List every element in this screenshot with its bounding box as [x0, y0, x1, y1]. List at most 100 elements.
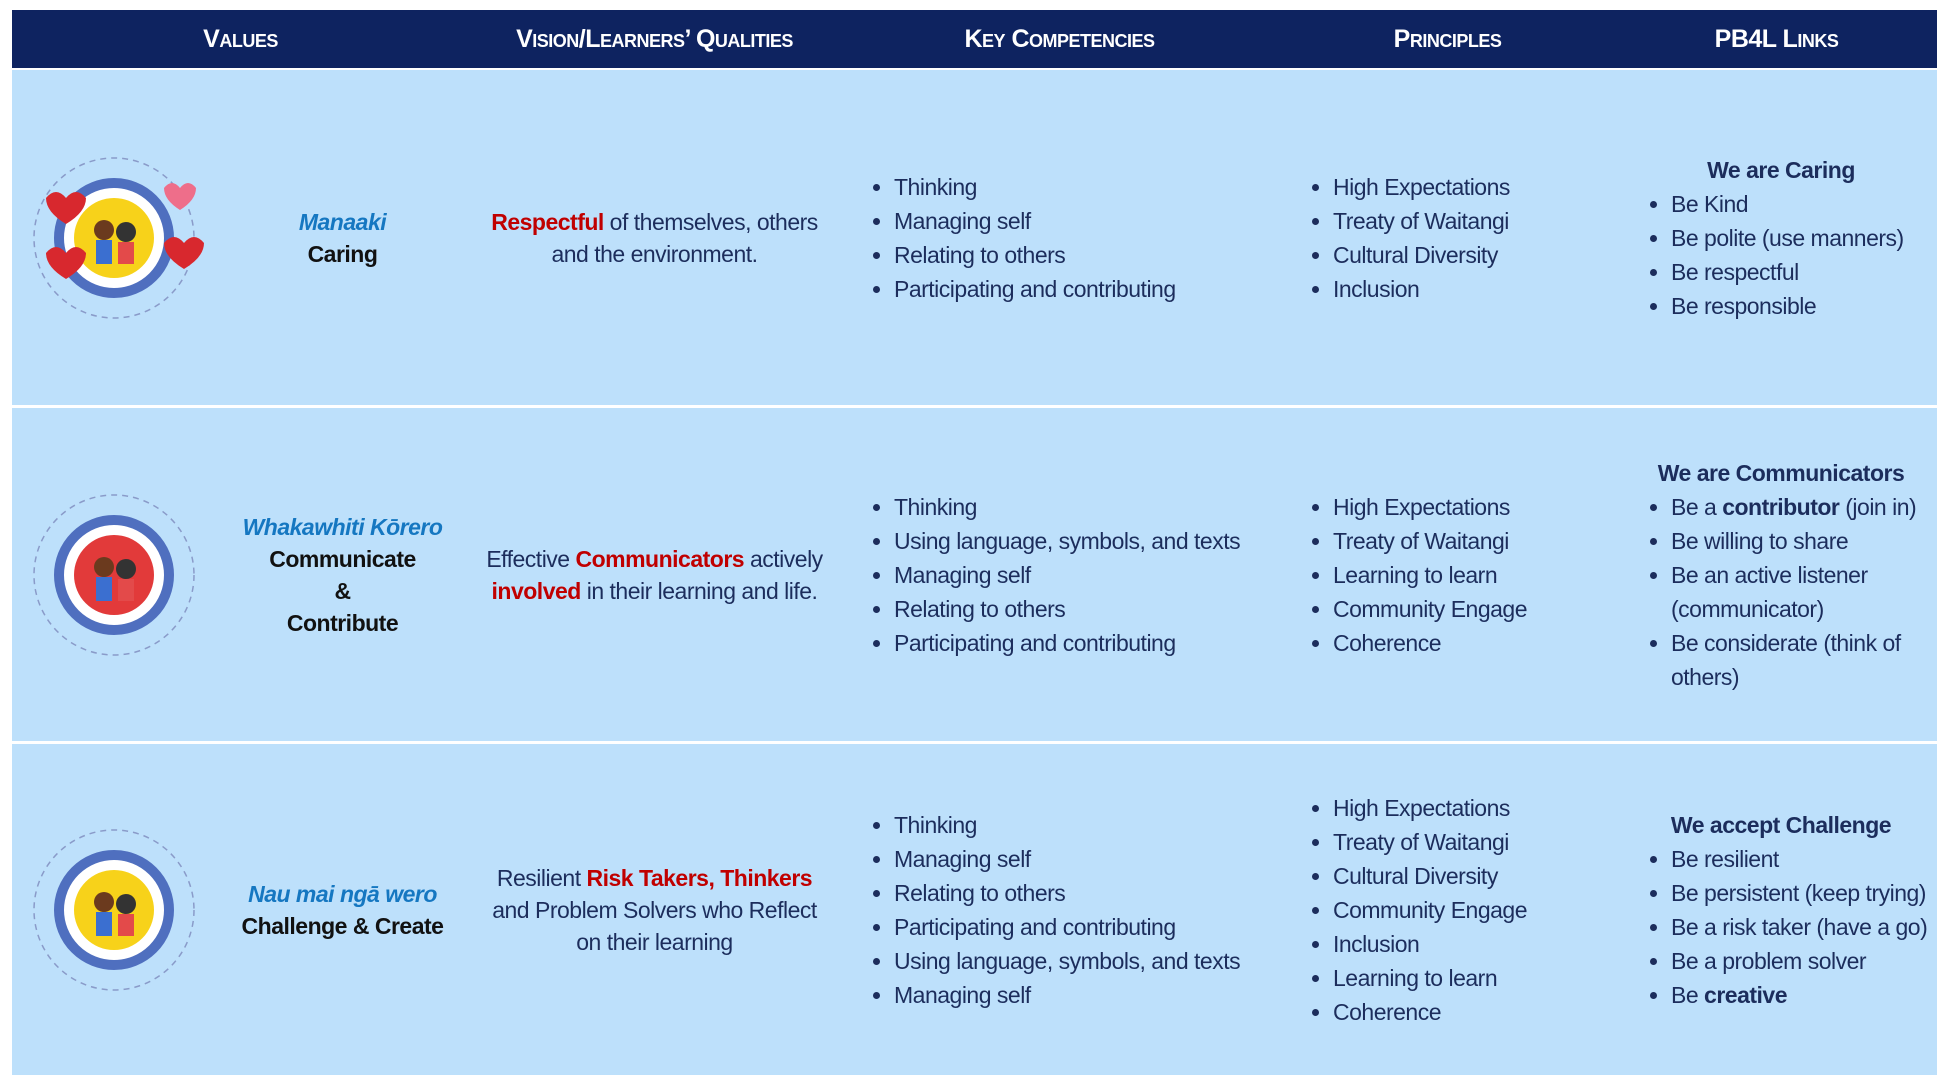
pb4l-cell: We are Caring Be Kind Be polite (use manne… — [1616, 70, 1937, 405]
value-english: Challenge & Create — [241, 912, 444, 939]
pb4l-heading: We are Communicators — [1657, 459, 1905, 486]
text-segment: Be willing to share — [1671, 527, 1849, 554]
icon-cell — [12, 408, 216, 741]
table-row: Nau mai ngā wero Challenge & Create Resili… — [12, 744, 1937, 1075]
icon-cell — [12, 70, 216, 405]
values-text: Nau mai ngā wero Challenge & Create — [242, 878, 444, 942]
text-segment: Risk Takers, Thinkers — [586, 864, 813, 891]
pb4l-item: Be responsible — [1671, 289, 1937, 323]
principle: Treaty of Waitangi — [1333, 204, 1510, 238]
vision-cell: Respectful of themselves, others and the… — [469, 70, 840, 405]
text-segment: Be persistent (keep trying) — [1671, 879, 1926, 906]
text-segment: Be a — [1671, 493, 1723, 520]
header-cell: Principles — [1393, 24, 1502, 53]
principle-list: High ExpectationsTreaty of WaitangiCultu… — [1279, 170, 1510, 306]
competency: Thinking — [894, 490, 1240, 524]
competency: Managing self — [894, 204, 1176, 238]
pb4l-block: We are Caring Be Kind Be polite (use manne… — [1616, 153, 1937, 323]
competency: Using language, symbols, and texts — [894, 944, 1241, 978]
pb4l-item: Be an active listener (communicator) — [1671, 558, 1937, 626]
competencies-cell: ThinkingManaging selfRelating to othersP… — [840, 70, 1279, 405]
principle: Community Engage — [1333, 893, 1528, 927]
text-segment: Be a risk taker (have a go) — [1671, 913, 1928, 940]
principle: High Expectations — [1333, 170, 1510, 204]
competency: Thinking — [894, 170, 1176, 204]
text-segment: Be resilient — [1671, 845, 1779, 872]
pb4l-cell: We are Communicators Be a contributor (jo… — [1616, 408, 1937, 741]
principle: Inclusion — [1333, 927, 1527, 961]
competency: Using language, symbols, and texts — [894, 524, 1241, 558]
vision-text: Effective Communicators actively involve… — [480, 543, 830, 607]
text-segment: Effective — [486, 545, 576, 572]
principle-list: High ExpectationsTreaty of WaitangiCultu… — [1279, 791, 1528, 1029]
value-english: & — [334, 577, 351, 604]
table-row: Whakawhiti Kōrero Communicate & Contribute E… — [12, 408, 1937, 741]
competency: Relating to others — [894, 876, 1240, 910]
competency: Thinking — [894, 808, 1240, 842]
value-english: Contribute — [286, 609, 399, 636]
text-segment: Be an active listener (communicator) — [1671, 561, 1868, 622]
text-segment: Respectful — [491, 208, 604, 235]
value-english: Communicate — [269, 545, 416, 572]
competency: Participating and contributing — [894, 910, 1240, 944]
text-segment: Be respectful — [1671, 258, 1799, 285]
value-icon — [33, 493, 195, 656]
principle: High Expectations — [1333, 791, 1527, 825]
table-header: Values Vision/Learners’ Qualities Key Comp… — [12, 10, 1937, 68]
text-segment: and Problem Solvers who Reflect on their… — [492, 896, 817, 955]
text-segment: Be a problem solver — [1671, 947, 1867, 974]
principle-list: High ExpectationsTreaty of WaitangiLearn… — [1279, 490, 1528, 660]
vision-cell: Effective Communicators actively involve… — [469, 408, 840, 741]
text-segment: (join in) — [1839, 493, 1917, 520]
header-cell: Key Competencies — [964, 24, 1155, 53]
values-cell: Whakawhiti Kōrero Communicate & Contribute — [216, 408, 469, 741]
principle: Learning to learn — [1333, 558, 1527, 592]
competency: Managing self — [894, 558, 1240, 592]
pb4l-block: We are Communicators Be a contributor (jo… — [1616, 456, 1937, 694]
pb4l-item: Be creative — [1671, 978, 1937, 1012]
competency: Relating to others — [894, 238, 1176, 272]
competency-list: ThinkingManaging selfRelating to othersP… — [840, 808, 1241, 1012]
vision-text: Respectful of themselves, others and the… — [480, 206, 830, 270]
values-text: Manaaki Caring — [299, 206, 387, 270]
principle: Coherence — [1333, 995, 1527, 1029]
pb4l-item: Be persistent (keep trying) — [1671, 876, 1937, 910]
principles-cell: High ExpectationsTreaty of WaitangiCultu… — [1279, 70, 1616, 405]
pb4l-item: Be considerate (think of others) — [1671, 626, 1937, 694]
competency: Managing self — [894, 842, 1240, 876]
principle: Inclusion — [1333, 272, 1510, 306]
value-icon — [33, 156, 204, 319]
text-segment: Communicators — [575, 545, 745, 572]
pb4l-item: Be a problem solver — [1671, 944, 1937, 978]
principle: Cultural Diversity — [1333, 238, 1510, 272]
pb4l-list: Be a contributor (join in) Be willing to … — [1616, 490, 1937, 694]
pb4l-block: We accept Challenge Be resilient Be persis… — [1616, 808, 1937, 1012]
competency-list: ThinkingManaging selfRelating to othersP… — [840, 170, 1176, 306]
competency: Managing self — [894, 978, 1240, 1012]
principles-cell: High ExpectationsTreaty of WaitangiLearn… — [1279, 408, 1616, 741]
value-icon — [33, 828, 195, 991]
text-segment: actively — [744, 545, 823, 572]
principle: Treaty of Waitangi — [1333, 825, 1527, 859]
icon-cell — [12, 744, 216, 1075]
pb4l-item: Be resilient — [1671, 842, 1937, 876]
text-segment: in their learning and life. — [580, 577, 818, 604]
principle: Coherence — [1333, 626, 1527, 660]
pb4l-heading: We accept Challenge — [1670, 811, 1892, 838]
competencies-cell: ThinkingUsing language, symbols, and tex… — [840, 408, 1279, 741]
principle: Learning to learn — [1333, 961, 1527, 995]
values-text: Whakawhiti Kōrero Communicate & Contribute — [243, 511, 443, 639]
text-segment: Be responsible — [1671, 292, 1817, 319]
text-segment: of themselves, others and the environmen… — [551, 208, 818, 267]
vision-text: Resilient Risk Takers, Thinkers and Prob… — [480, 862, 830, 958]
principle: Community Engage — [1333, 592, 1528, 626]
header-cell: Values — [203, 24, 278, 53]
text-segment: Be — [1671, 981, 1705, 1008]
pb4l-item: Be a contributor (join in) — [1671, 490, 1937, 524]
pb4l-list: Be resilient Be persistent (keep trying) B… — [1616, 842, 1937, 1012]
values-cell: Nau mai ngā wero Challenge & Create — [216, 744, 469, 1075]
value-maori: Whakawhiti Kōrero — [242, 513, 443, 540]
competency: Participating and contributing — [894, 272, 1176, 306]
text-segment: Be polite (use manners) — [1671, 224, 1904, 251]
